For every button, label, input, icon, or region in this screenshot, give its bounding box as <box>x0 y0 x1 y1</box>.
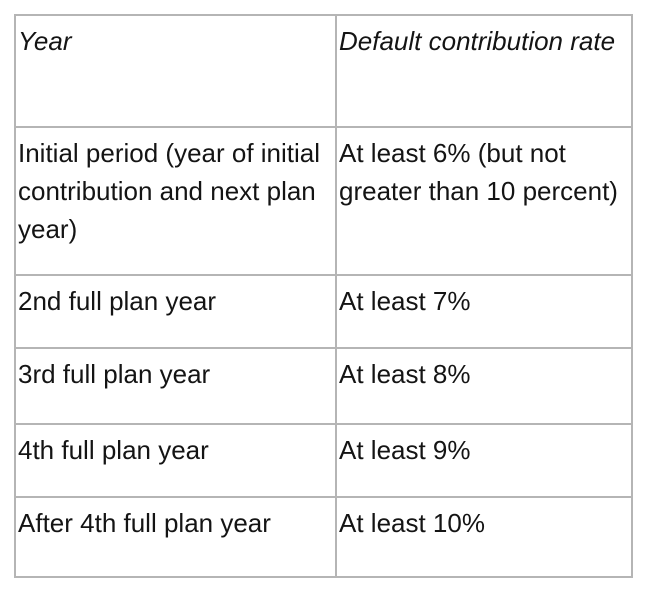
year-cell: 3rd full plan year <box>14 347 337 425</box>
rate-cell: At least 7% <box>335 274 633 349</box>
table-row: 3rd full plan year At least 8% <box>14 347 633 425</box>
default-contribution-rate-table: Year Default contribution rate Initial p… <box>14 14 633 578</box>
table-row: After 4th full plan year At least 10% <box>14 496 633 578</box>
table-row: Initial period (year of initial contribu… <box>14 126 633 276</box>
rate-cell: At least 6% (but not greater than 10 per… <box>335 126 633 276</box>
year-cell: After 4th full plan year <box>14 496 337 578</box>
table-header-row: Year Default contribution rate <box>14 14 633 128</box>
year-cell: 2nd full plan year <box>14 274 337 349</box>
rate-cell: At least 8% <box>335 347 633 425</box>
year-cell: Initial period (year of initial contribu… <box>14 126 337 276</box>
table-row: 4th full plan year At least 9% <box>14 423 633 498</box>
rate-column-header: Default contribution rate <box>335 14 633 128</box>
year-cell: 4th full plan year <box>14 423 337 498</box>
table-row: 2nd full plan year At least 7% <box>14 274 633 349</box>
rate-cell: At least 10% <box>335 496 633 578</box>
year-column-header: Year <box>14 14 337 128</box>
rate-cell: At least 9% <box>335 423 633 498</box>
